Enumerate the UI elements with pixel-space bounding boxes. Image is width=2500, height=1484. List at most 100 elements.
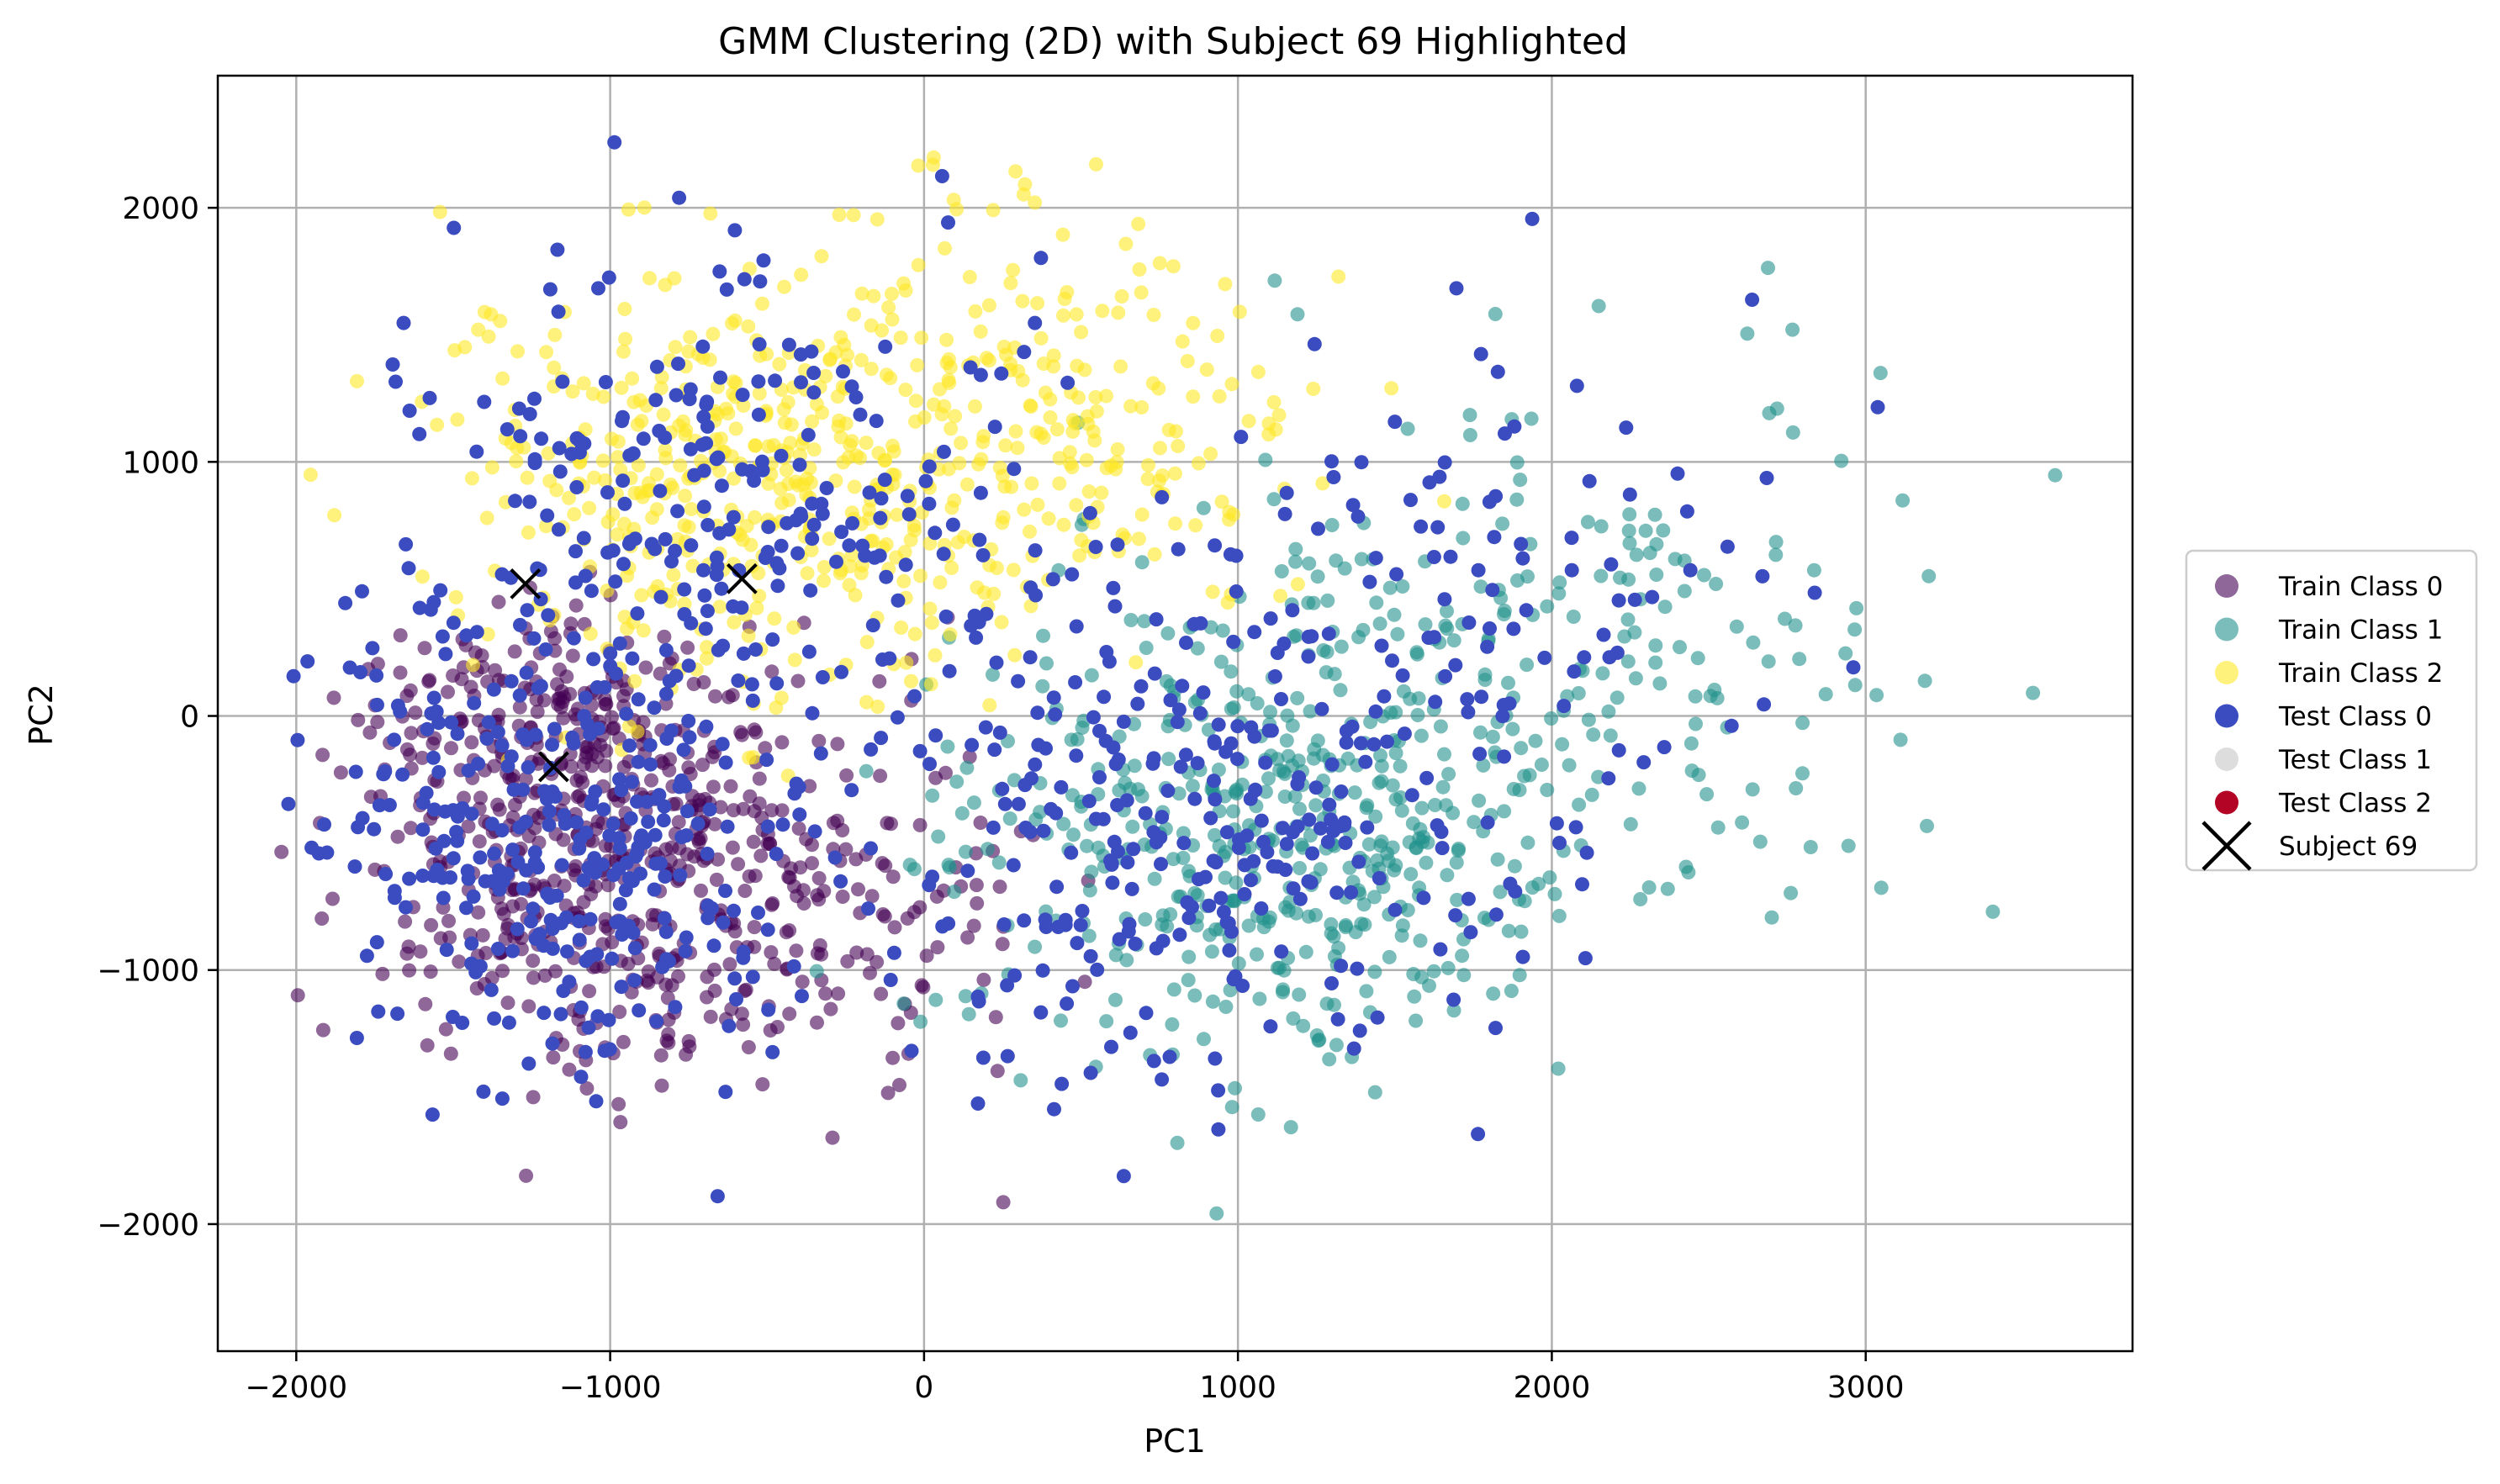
data-point xyxy=(412,600,427,615)
data-point xyxy=(734,727,749,742)
data-point xyxy=(760,922,775,937)
data-point xyxy=(878,339,893,354)
data-point xyxy=(511,401,526,416)
data-point xyxy=(841,450,856,465)
data-point xyxy=(862,485,877,500)
data-point xyxy=(678,943,693,959)
data-point xyxy=(928,728,943,743)
data-point xyxy=(1176,850,1191,865)
data-point xyxy=(1339,723,1354,738)
data-point xyxy=(274,844,289,859)
data-point xyxy=(1339,735,1354,750)
data-point xyxy=(1622,487,1637,502)
data-point xyxy=(1745,782,1760,797)
data-point xyxy=(1507,419,1522,434)
data-point xyxy=(1622,536,1637,551)
data-point xyxy=(1119,953,1134,968)
data-point xyxy=(854,566,869,581)
data-point xyxy=(974,452,989,467)
data-point xyxy=(760,819,775,834)
data-point xyxy=(1344,885,1359,900)
data-point xyxy=(887,920,902,935)
data-point xyxy=(618,331,633,346)
data-point xyxy=(672,779,687,795)
data-point xyxy=(333,765,348,780)
data-point xyxy=(1068,675,1083,689)
data-point xyxy=(538,642,553,657)
data-point xyxy=(1244,873,1258,888)
data-point xyxy=(626,925,641,940)
data-point xyxy=(1393,758,1408,774)
data-point xyxy=(1138,805,1153,821)
data-point xyxy=(431,764,447,779)
data-point xyxy=(1271,408,1287,423)
data-point xyxy=(789,776,804,791)
data-point xyxy=(877,473,892,488)
data-point xyxy=(1306,382,1321,396)
data-point xyxy=(727,615,742,630)
data-point xyxy=(476,1084,491,1099)
data-point xyxy=(700,640,714,655)
data-point xyxy=(634,414,649,429)
data-point xyxy=(1515,551,1530,566)
data-point xyxy=(634,588,649,603)
data-point xyxy=(1440,604,1454,619)
data-point xyxy=(665,480,680,495)
data-point xyxy=(801,427,816,442)
data-point xyxy=(526,970,541,985)
data-point xyxy=(1381,853,1396,869)
data-point xyxy=(1018,821,1033,835)
data-point xyxy=(598,911,613,927)
data-point xyxy=(677,582,692,597)
data-point xyxy=(1147,871,1162,886)
data-point xyxy=(1230,752,1245,767)
data-point xyxy=(1497,804,1512,819)
data-point xyxy=(1414,519,1429,534)
data-point xyxy=(617,496,632,511)
data-point xyxy=(1202,898,1217,913)
data-point xyxy=(736,1017,751,1032)
data-point xyxy=(1218,744,1234,759)
data-point xyxy=(1619,420,1634,436)
data-point xyxy=(441,913,456,928)
data-point xyxy=(1254,901,1269,916)
data-point xyxy=(896,276,912,291)
data-point xyxy=(1551,908,1567,923)
data-point xyxy=(1192,872,1206,887)
data-point xyxy=(1292,861,1307,875)
data-point xyxy=(605,951,620,966)
data-point xyxy=(542,282,558,297)
data-point xyxy=(1366,737,1382,752)
data-point xyxy=(1645,589,1660,605)
data-point xyxy=(565,648,580,663)
data-point xyxy=(444,715,459,730)
data-point xyxy=(415,569,430,584)
data-point xyxy=(1564,531,1579,546)
data-point xyxy=(1439,798,1454,813)
data-point xyxy=(1601,771,1616,786)
data-point xyxy=(1303,875,1319,890)
data-point xyxy=(577,709,592,724)
data-point xyxy=(1921,568,1937,584)
data-point xyxy=(1047,1101,1061,1117)
data-point xyxy=(1060,375,1076,390)
y-tick-label: −1000 xyxy=(97,954,199,989)
data-point xyxy=(830,737,845,752)
data-point xyxy=(371,1004,386,1019)
data-point xyxy=(1368,809,1383,824)
data-point xyxy=(707,816,722,832)
data-point xyxy=(1052,476,1067,491)
data-point xyxy=(473,850,488,865)
data-point xyxy=(547,631,563,646)
data-point xyxy=(550,242,565,257)
data-point xyxy=(1359,984,1374,999)
data-point xyxy=(642,737,658,753)
data-point xyxy=(890,710,905,725)
data-point xyxy=(835,890,850,904)
data-point xyxy=(382,798,397,812)
data-point xyxy=(474,648,489,663)
data-point xyxy=(505,899,521,914)
data-point xyxy=(742,750,757,765)
data-point xyxy=(737,272,752,287)
data-point xyxy=(1679,504,1694,519)
